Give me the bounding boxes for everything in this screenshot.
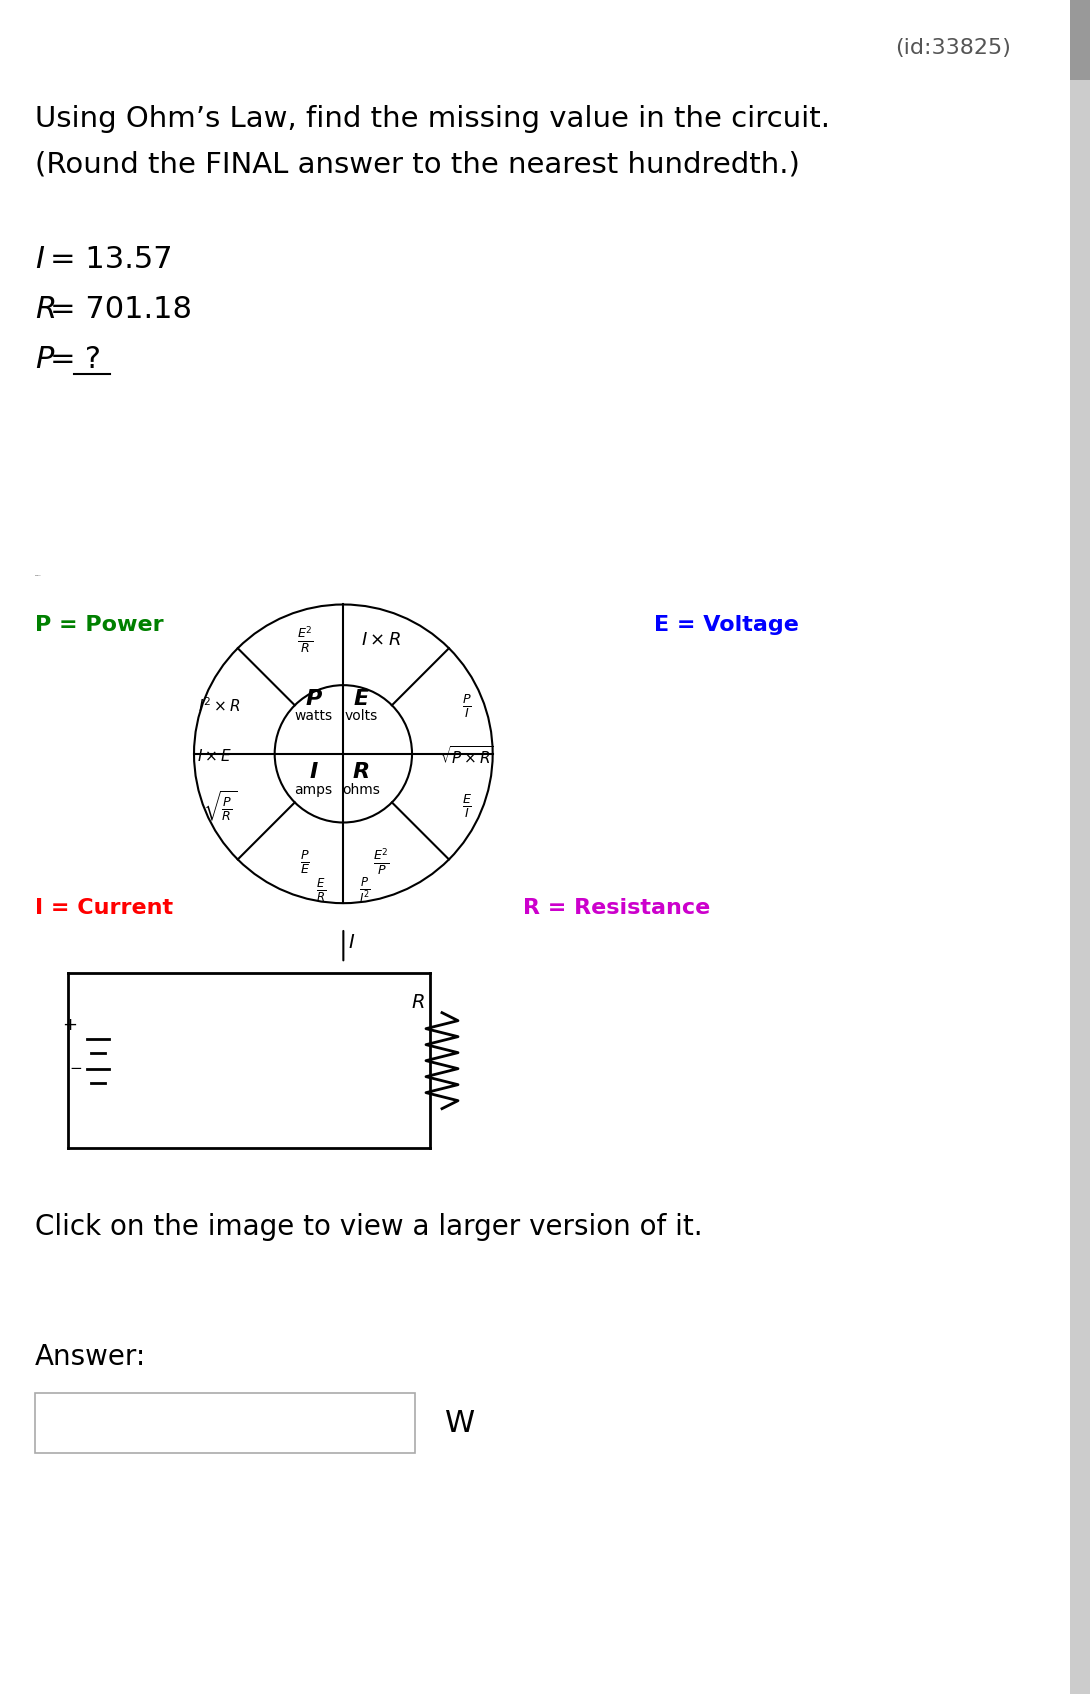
Text: $\frac{P}{E}$: $\frac{P}{E}$ [301, 849, 311, 876]
Text: E = Voltage: E = Voltage [654, 615, 799, 635]
Text: R: R [35, 295, 57, 324]
Text: Click on the image to view a larger version of it.: Click on the image to view a larger vers… [35, 1213, 703, 1242]
Text: = 13.57: = 13.57 [50, 246, 172, 274]
Text: Using Ohm’s Law, find the missing value in the circuit.: Using Ohm’s Law, find the missing value … [35, 105, 829, 134]
Text: amps: amps [294, 783, 332, 796]
Text: $I^2 \times R$: $I^2 \times R$ [198, 696, 241, 715]
Text: −: − [70, 1060, 83, 1076]
Text: $\frac{E}{R}$: $\frac{E}{R}$ [316, 877, 326, 905]
Text: $\frac{E^2}{R}$: $\frac{E^2}{R}$ [296, 625, 314, 656]
Text: =: = [50, 346, 85, 374]
Text: ohms: ohms [342, 783, 380, 796]
Text: $I \times R$: $I \times R$ [361, 632, 401, 649]
Text: E: E [354, 689, 370, 708]
FancyBboxPatch shape [35, 1392, 415, 1453]
Text: (Round the FINAL answer to the nearest hundredth.): (Round the FINAL answer to the nearest h… [35, 151, 800, 178]
Bar [1070, 0, 1090, 1694]
Text: Answer:: Answer: [35, 1343, 146, 1370]
Text: I: I [349, 933, 354, 952]
Text: W: W [445, 1409, 475, 1438]
Text: $\frac{E}{I}$: $\frac{E}{I}$ [462, 791, 472, 820]
Text: watts: watts [294, 708, 332, 723]
Text: I = Current: I = Current [35, 898, 173, 918]
Text: ?: ? [75, 346, 101, 374]
Text: P: P [305, 689, 322, 708]
Text: = 701.18: = 701.18 [50, 295, 192, 324]
Text: (id:33825): (id:33825) [895, 37, 1010, 58]
Text: R: R [411, 993, 425, 1011]
Text: $I \times E$: $I \times E$ [197, 747, 232, 764]
Text: $\frac{E^2}{P}$: $\frac{E^2}{P}$ [373, 847, 390, 877]
Text: P = Power: P = Power [35, 615, 164, 635]
Text: $\sqrt{\frac{P}{R}}$: $\sqrt{\frac{P}{R}}$ [203, 788, 237, 823]
Text: R: R [353, 762, 370, 783]
Text: I: I [310, 762, 317, 783]
Bar [1070, 0, 1090, 80]
Text: $\sqrt{P \times R}$: $\sqrt{P \times R}$ [440, 745, 494, 767]
Text: +: + [62, 1016, 77, 1033]
Text: P: P [35, 346, 53, 374]
Text: volts: volts [344, 708, 378, 723]
Text: $\frac{P}{I}$: $\frac{P}{I}$ [462, 691, 472, 720]
Text: I: I [35, 246, 44, 274]
Text: $\frac{P}{I^2}$: $\frac{P}{I^2}$ [360, 876, 372, 905]
Text: R = Resistance: R = Resistance [523, 898, 711, 918]
